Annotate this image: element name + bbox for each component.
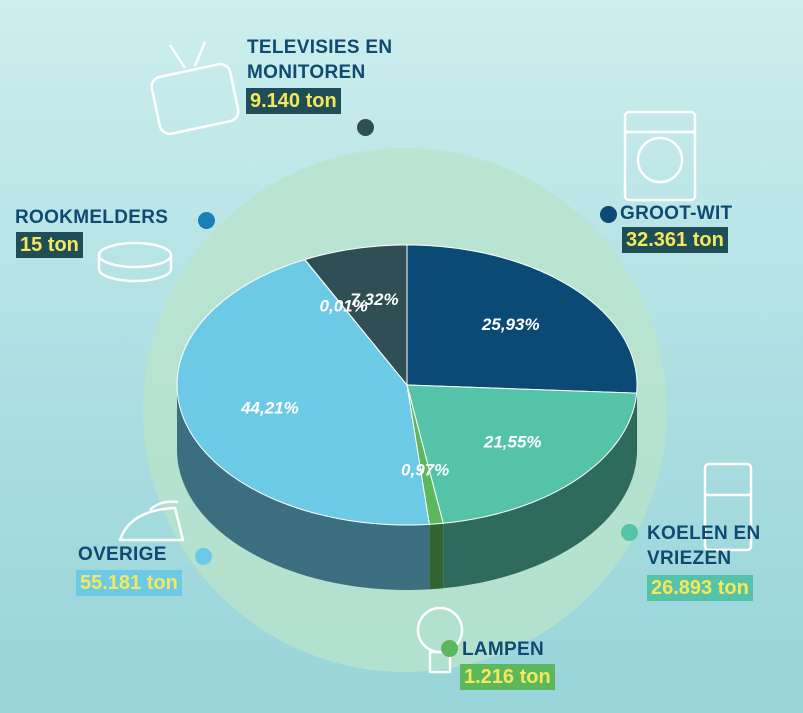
legend-dot [357, 119, 374, 136]
percent-label: 0,01% [320, 297, 368, 316]
legend-dot [600, 206, 617, 223]
slice-side [429, 523, 444, 590]
washer-icon [623, 110, 697, 202]
amount-label: 15 ton [16, 232, 83, 258]
percent-label: 7,32% [350, 290, 398, 309]
amount-label: 26.893 ton [647, 575, 753, 601]
slice [406, 244, 638, 394]
percent-label: 0,97% [401, 461, 449, 480]
category-label: GROOT-WIT [620, 203, 733, 224]
percent-label: 21,55% [483, 433, 542, 452]
percent-label: 25,93% [481, 315, 540, 334]
category-label: ROOKMELDERS [15, 207, 169, 228]
slice-side [443, 393, 637, 589]
pie: 25,93% 21,55% 0,97% 44,21% 0,01%7,32% [176, 244, 638, 590]
slice [304, 244, 408, 387]
category-label: OVERIGE [78, 544, 167, 565]
amount-label: 32.361 ton [622, 227, 728, 253]
smoke-detector-icon [97, 241, 173, 283]
legend-dot [195, 548, 212, 565]
percent-label: 44,21% [240, 398, 299, 417]
iron-icon [118, 500, 185, 542]
category-label: KOELEN EN VRIEZEN [647, 523, 761, 569]
bulb-icon [416, 606, 464, 674]
slice [176, 259, 430, 526]
amount-label: 55.181 ton [76, 570, 182, 596]
amount-label: 9.140 ton [246, 88, 341, 114]
legend-dot [198, 212, 215, 229]
amount-label: 1.216 ton [460, 664, 555, 690]
slice [406, 384, 638, 524]
legend-dot [621, 524, 638, 541]
fridge-icon [703, 462, 753, 552]
legend-dot [441, 640, 458, 657]
category-label: LAMPEN [462, 639, 545, 660]
slice-side [177, 385, 430, 590]
tv-icon [150, 41, 240, 136]
category-label: TELEVISIES EN MONITOREN [247, 37, 393, 83]
